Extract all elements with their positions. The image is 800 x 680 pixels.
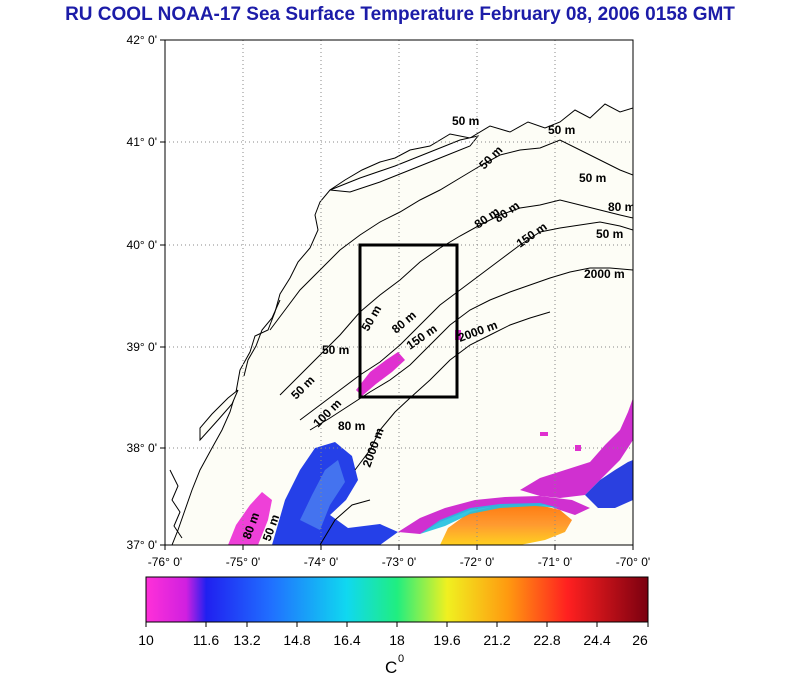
sst-offshore-blue	[585, 460, 633, 508]
lon-label: -76° 0'	[148, 555, 182, 569]
sst-nearshore-magenta	[228, 492, 272, 545]
contour-label: 80 m	[338, 419, 365, 433]
colorbar-tick-label: 18	[389, 632, 405, 648]
lon-label: -71° 0'	[538, 555, 572, 569]
contour-label: 50 m	[322, 343, 349, 357]
study-area-box	[358, 243, 459, 399]
lon-label: -74° 0'	[304, 555, 338, 569]
colorbar-tick-label: 10	[138, 632, 154, 648]
sst-cool-patch	[300, 460, 345, 530]
sst-offshore-scatter	[520, 398, 633, 498]
colorbar	[145, 576, 649, 623]
contour-label: 2000 m	[584, 267, 625, 281]
lat-label: 41° 0'	[127, 135, 157, 149]
sst-gulfstream-edge	[398, 496, 590, 534]
lat-label: 37° 0'	[127, 538, 157, 552]
colorbar-ticks	[145, 622, 649, 627]
sst-shelf-break-magenta	[356, 352, 405, 396]
map-title: RU COOL NOAA-17 Sea Surface Temperature …	[65, 4, 735, 25]
sst-gulfstream-warm-core	[440, 504, 572, 545]
lat-label: 42° 0'	[127, 33, 157, 47]
contour-label: 50 m	[579, 171, 606, 185]
colorbar-tick-label: 11.6	[193, 632, 219, 648]
lon-label: -73° 0'	[382, 555, 416, 569]
lon-label: -72° 0'	[460, 555, 494, 569]
colorbar-tick-label: 26	[632, 632, 648, 648]
sst-speck-2	[540, 432, 548, 436]
delaware-bay	[199, 389, 239, 442]
sst-gulfstream-cyan	[420, 503, 560, 534]
contour-label: 80 m	[608, 200, 635, 214]
land-area	[165, 40, 633, 545]
contour-label: 50 m	[596, 227, 623, 241]
axis-ticks	[160, 39, 634, 550]
chesapeake-inlet	[169, 469, 183, 539]
colorbar-tick-label: 24.4	[583, 632, 610, 648]
lon-label: -70° 0'	[616, 555, 650, 569]
nj-coast-detail	[243, 299, 281, 377]
colorbar-tick-label: 22.8	[533, 632, 560, 648]
lat-label: 38° 0'	[127, 441, 157, 455]
colorbar-tick-label: 14.8	[283, 632, 310, 648]
long-island	[329, 135, 480, 193]
colorbar-tick-label: 19.6	[433, 632, 460, 648]
contour-label: 50 m	[548, 123, 575, 137]
colorbar-tick-label: 16.4	[333, 632, 360, 648]
graticule	[165, 40, 633, 545]
lon-label: -75° 0'	[226, 555, 260, 569]
lat-label: 40° 0'	[127, 238, 157, 252]
colorbar-unit-superscript: 0	[398, 653, 404, 665]
lat-label: 39° 0'	[127, 340, 157, 354]
colorbar-unit-label: C	[385, 658, 397, 677]
colorbar-tick-label: 13.2	[233, 632, 260, 648]
colorbar-tick-label: 21.2	[483, 632, 510, 648]
contour-label: 50 m	[452, 114, 479, 128]
